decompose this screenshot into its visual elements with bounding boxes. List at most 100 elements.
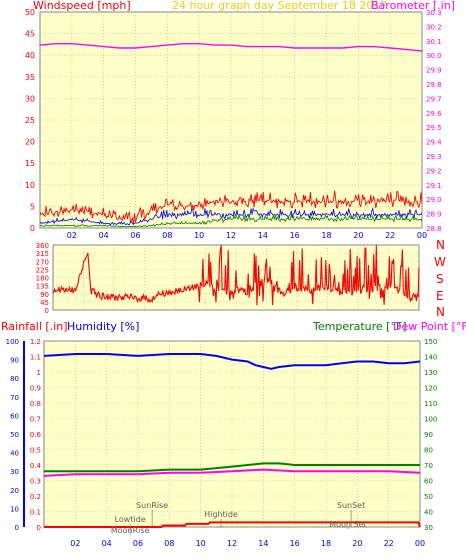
- temp-x-tick-label: 02: [70, 539, 80, 548]
- wind-y-tick-label: 10: [25, 181, 35, 190]
- baro-y-tick-label: 29.7: [426, 95, 442, 103]
- temperature-y-tick-label: 30: [424, 524, 433, 532]
- humidity-axis-title: Humidity [%]: [67, 320, 139, 333]
- baro-y-tick-label: 29.0: [426, 196, 442, 204]
- temp-x-tick-label: 04: [102, 539, 112, 548]
- direction-label-s: S: [436, 272, 444, 286]
- baro-y-tick-label: 29.2: [426, 167, 442, 175]
- wind-x-tick-label: 18: [321, 231, 331, 240]
- temp-x-tick-label: 10: [196, 539, 206, 548]
- temp-x-tick-label: 12: [227, 539, 237, 548]
- direction-label-w: W: [434, 255, 446, 269]
- temperature-y-tick-label: 40: [424, 509, 433, 517]
- direction-label-e: E: [436, 289, 444, 303]
- rainfall-axis-title: Rainfall [.in]: [1, 320, 68, 333]
- windspeed-axis-title: Windspeed [mph]: [33, 0, 131, 12]
- baro-y-tick-label: 30.1: [426, 38, 442, 46]
- humidity-y-tick-label: 10: [10, 505, 19, 513]
- baro-y-tick-label: 29.8: [426, 81, 442, 89]
- temperature-y-tick-label: 110: [424, 400, 437, 408]
- wind-x-tick-label: 06: [130, 231, 140, 240]
- wind-y-tick-label: 40: [25, 51, 35, 60]
- direction-y-tick-label: 45: [40, 299, 49, 307]
- graph-title: 24 hour graph day September 18 2017: [172, 0, 387, 12]
- rainfall-y-tick-label: 0.3: [30, 478, 41, 486]
- humidity-y-tick-label: 70: [10, 394, 19, 402]
- wind-y-tick-label: 45: [25, 30, 35, 39]
- temperature-y-tick-label: 50: [424, 493, 433, 501]
- axis-tick-labels: 0510152025303540455028.828.929.029.129.2…: [6, 8, 443, 548]
- wind-x-tick-label: 16: [290, 231, 300, 240]
- wind-direction-series: [52, 245, 420, 306]
- temperature-y-tick-label: 90: [424, 431, 433, 439]
- humidity-y-tick-label: 80: [10, 375, 19, 383]
- baro-y-tick-label: 28.8: [426, 225, 442, 233]
- astro-tide-events: SunRiseLowtideMoonRiseHightideSunSetMoon…: [111, 501, 367, 535]
- wind-x-tick-label: 02: [67, 231, 77, 240]
- temperature-y-tick-label: 60: [424, 478, 433, 486]
- barometer-axis-title: Barometer [.in]: [371, 0, 455, 12]
- direction-y-tick-label: 360: [36, 242, 49, 250]
- wind-y-tick-label: 15: [25, 159, 35, 168]
- event-label: SunSet: [337, 501, 365, 510]
- rainfall-in-line: [44, 521, 421, 528]
- direction-y-tick-label: 315: [36, 250, 49, 258]
- wind-baro-series: [39, 43, 423, 228]
- temperature-y-tick-label: 120: [424, 385, 437, 393]
- baro-y-tick-label: 29.3: [426, 153, 442, 161]
- temp-x-tick-label: 22: [384, 539, 394, 548]
- rainfall-y-tick-label: 0.4: [30, 462, 42, 470]
- wind-direction-grid: [53, 244, 420, 311]
- baro-y-tick-label: 30.2: [426, 23, 442, 31]
- baro-y-tick-label: 30.3: [426, 9, 442, 17]
- direction-y-tick-label: 135: [36, 283, 49, 291]
- temp-x-tick-label: 00: [415, 539, 425, 548]
- wind-y-tick-label: 35: [25, 73, 35, 82]
- wind-x-tick-label: 22: [385, 231, 395, 240]
- humidity-y-tick-label: 40: [10, 450, 19, 458]
- wind-x-tick-label: 00: [417, 231, 427, 240]
- temperature-y-tick-label: 70: [424, 462, 433, 470]
- wind-series-line: [39, 206, 423, 226]
- wind-y-tick-label: 30: [25, 94, 35, 103]
- temp-humidity-grid: [23, 340, 421, 528]
- humidity-y-tick-label: 0: [15, 524, 19, 532]
- direction-y-tick-label: 270: [36, 258, 49, 266]
- wind-y-tick-label: 50: [25, 8, 35, 17]
- temp-x-tick-label: 20: [352, 539, 362, 548]
- wind-series-line: [40, 213, 423, 228]
- temperature-y-tick-label: 130: [424, 369, 437, 377]
- rainfall-y-tick-label: 1.2: [30, 338, 41, 346]
- rainfall-y-tick-label: 1.1: [30, 354, 41, 362]
- baro-y-tick-label: 29.6: [426, 110, 442, 118]
- temperature-y-tick-label: 150: [424, 338, 437, 346]
- baro-y-tick-label: 28.9: [426, 211, 442, 219]
- temperature-y-tick-label: 140: [424, 354, 437, 362]
- rainfall-y-tick-label: 0.8: [30, 400, 41, 408]
- temp-humidity-series: [43, 353, 421, 528]
- dew-point-f-line: [43, 468, 421, 477]
- event-label: Lowtide: [115, 515, 146, 524]
- rainfall-y-tick-label: 0.5: [30, 447, 41, 455]
- wind-x-tick-label: 04: [99, 231, 109, 240]
- baro-y-tick-label: 30.0: [426, 52, 442, 60]
- wind-y-tick-label: 5: [30, 202, 35, 211]
- temp-x-tick-label: 06: [133, 539, 143, 548]
- direction-y-tick-label: 90: [40, 291, 49, 299]
- wind-y-tick-label: 0: [30, 224, 35, 233]
- wind-x-tick-label: 08: [162, 231, 172, 240]
- rainfall-y-tick-label: 0.7: [30, 416, 41, 424]
- direction-y-tick-label: 0: [45, 307, 49, 315]
- event-label: Hightide: [204, 510, 238, 519]
- baro-y-tick-label: 29.1: [426, 182, 442, 190]
- temperature-y-tick-label: 100: [424, 416, 437, 424]
- baro-y-tick-label: 29.4: [426, 139, 442, 147]
- wind-x-tick-label: 14: [258, 231, 268, 240]
- temperature-f-line: [44, 462, 420, 473]
- event-label: Moon Set: [329, 520, 366, 529]
- wind-x-tick-label: 20: [353, 231, 363, 240]
- temp-x-tick-label: 16: [290, 539, 300, 548]
- wind-x-tick-label: 12: [226, 231, 236, 240]
